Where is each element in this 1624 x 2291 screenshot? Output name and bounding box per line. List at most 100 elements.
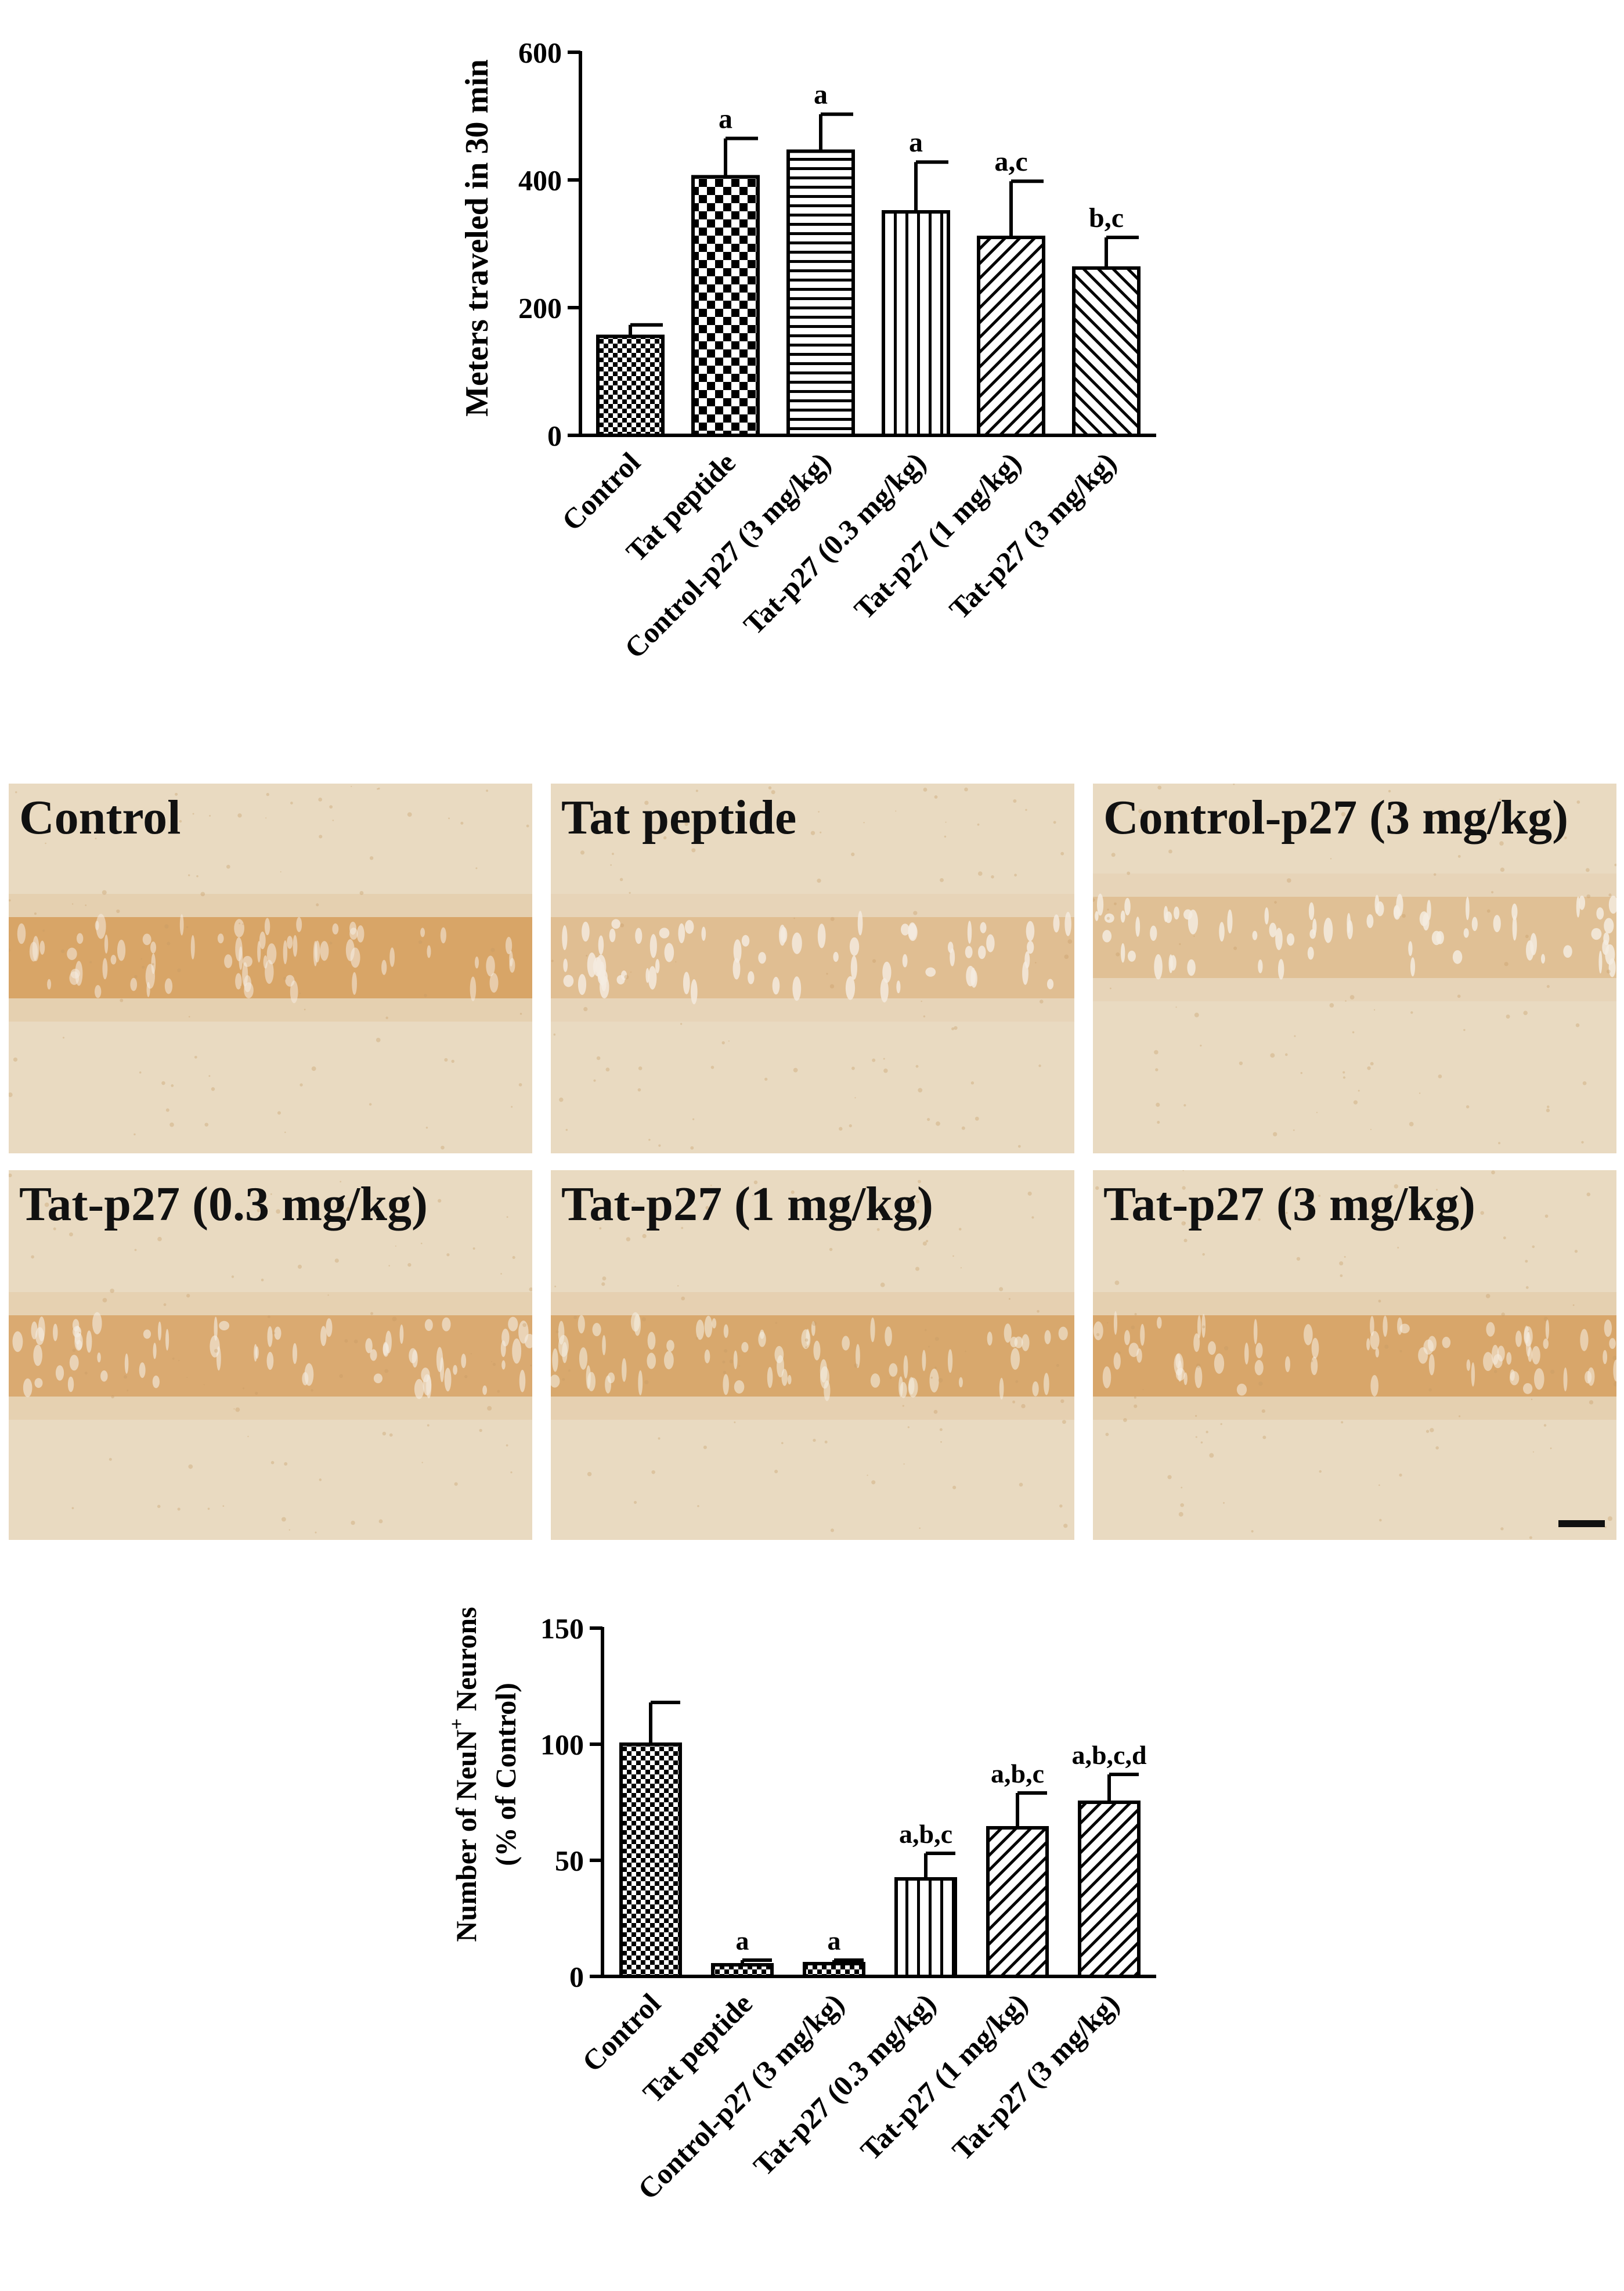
tissue-speck <box>903 1463 905 1465</box>
tissue-speck <box>1194 1415 1197 1417</box>
tissue-speck <box>977 823 980 826</box>
tissue-speck <box>975 1116 979 1121</box>
tissue-gap <box>1370 1374 1378 1397</box>
tissue-gap <box>264 918 270 936</box>
tissue-speck <box>1485 1294 1491 1298</box>
tissue-speck <box>1060 1399 1064 1404</box>
tissue-gap <box>704 1315 713 1338</box>
tissue-speck <box>1220 1423 1222 1426</box>
tissue-speck <box>1378 1484 1380 1487</box>
tissue-speck <box>1544 1214 1549 1218</box>
tissue-gap <box>235 973 242 990</box>
tissue-gap <box>1032 1381 1039 1397</box>
tissue-speck <box>311 1066 316 1071</box>
tissue-gap <box>1168 954 1173 973</box>
tissue-speck <box>78 1332 81 1334</box>
tissue-speck <box>1341 811 1346 817</box>
tissue-speck <box>734 1421 736 1423</box>
tissue-speck <box>446 1253 450 1257</box>
tissue-speck <box>192 813 194 815</box>
tissue-gap <box>842 1336 850 1351</box>
tissue-speck <box>555 1330 559 1333</box>
tissue-speck <box>1409 1121 1414 1127</box>
tissue-gap <box>1095 911 1099 921</box>
tissue-speck <box>738 1365 741 1367</box>
tissue-gap <box>609 928 616 943</box>
tissue-speck <box>753 1180 758 1185</box>
tissue-gap <box>1014 1336 1023 1348</box>
tissue-speck <box>45 842 46 845</box>
tissue-speck <box>272 1332 276 1335</box>
tissue-gap <box>356 925 365 943</box>
tissue-gap <box>902 954 908 968</box>
tissue-gap <box>210 1335 220 1358</box>
micrograph-grid: Control Tat peptide Control-p27 (3 mg/kg… <box>9 784 1616 1541</box>
tissue-gap <box>723 1324 729 1338</box>
tissue-speck <box>1223 1502 1225 1504</box>
tissue-speck <box>876 1228 880 1231</box>
tissue-gap <box>1486 1322 1495 1337</box>
tissue-gap <box>1194 1365 1203 1388</box>
tissue-gap <box>986 934 995 953</box>
tissue-gap <box>579 1347 588 1370</box>
tissue-speck <box>926 1226 929 1228</box>
tissue-speck <box>526 824 529 828</box>
tissue-gap <box>1104 913 1114 923</box>
tissue-speck <box>140 958 142 960</box>
tissue-speck <box>1105 1433 1109 1437</box>
tissue-gap <box>607 1372 615 1384</box>
tissue-speck <box>951 1027 955 1031</box>
tissue-gap <box>219 1321 230 1331</box>
tissue-speck <box>407 1262 412 1267</box>
tissue-speck <box>907 1426 910 1428</box>
y-tick-label: 400 <box>518 164 562 197</box>
tissue-gap <box>1285 1356 1290 1373</box>
tissue-gap <box>130 977 138 991</box>
tissue-speck <box>633 1500 637 1504</box>
tissue-speck <box>261 1278 264 1282</box>
tissue-speck <box>134 975 138 979</box>
tissue-speck <box>1008 1298 1011 1300</box>
tissue-speck <box>247 1435 249 1438</box>
tissue-speck <box>1258 1218 1261 1221</box>
tissue-speck <box>630 971 632 973</box>
tissue-speck <box>1341 1421 1344 1424</box>
tissue-speck <box>222 1505 225 1507</box>
tissue-speck <box>9 1092 13 1098</box>
tissue-speck <box>1319 1470 1322 1473</box>
panel-label: Control <box>19 791 181 845</box>
tissue-gap <box>562 1341 568 1363</box>
tissue-gap <box>352 972 357 995</box>
scale-bar <box>1558 1520 1605 1527</box>
bar <box>986 1826 1049 1978</box>
tissue-gap <box>320 941 329 961</box>
tissue-speck <box>568 1369 571 1372</box>
tissue-speck <box>774 1470 778 1474</box>
tissue-gap <box>1370 1331 1380 1350</box>
tissue-gap <box>1512 915 1517 941</box>
tissue-gap <box>1214 1353 1225 1374</box>
tissue-speck <box>918 1088 923 1093</box>
tissue-speck <box>1486 909 1491 913</box>
tissue-speck <box>1200 1044 1202 1047</box>
tissue-speck <box>915 1199 920 1204</box>
tissue-speck <box>382 1431 387 1436</box>
tissue-gap <box>1135 917 1141 937</box>
tissue-speck <box>991 875 994 879</box>
tissue-speck <box>266 793 269 796</box>
tissue-gap <box>1366 914 1374 928</box>
tissue-gap <box>518 1321 529 1344</box>
tissue-speck <box>1031 1216 1034 1219</box>
tissue-gap <box>1269 922 1277 937</box>
tissue-speck <box>240 986 241 988</box>
tissue-gap <box>427 945 431 958</box>
tissue-speck <box>1613 1381 1616 1387</box>
tissue-speck <box>830 917 835 921</box>
tissue-gap <box>781 1369 788 1386</box>
tissue-speck <box>817 878 821 883</box>
tissue-gap <box>690 979 698 1005</box>
tissue-background <box>1093 784 1616 1153</box>
neuron-band <box>1093 897 1616 978</box>
tissue-speck <box>681 1296 685 1301</box>
tissue-gap <box>732 958 741 980</box>
